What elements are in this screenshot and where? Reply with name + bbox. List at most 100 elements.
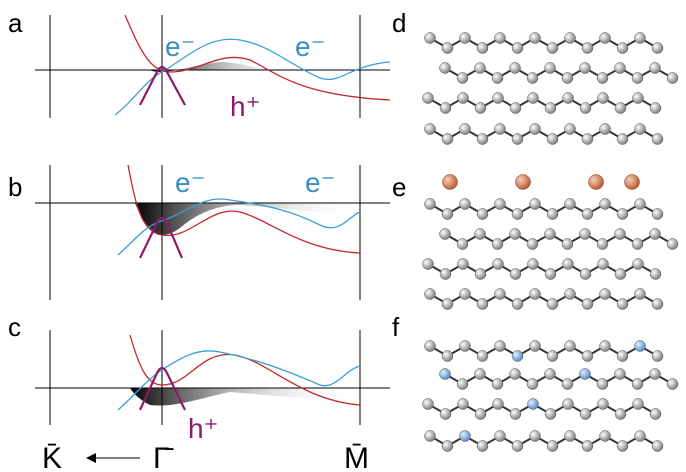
atom bbox=[634, 198, 646, 210]
atom bbox=[616, 133, 629, 145]
atom bbox=[616, 208, 629, 220]
atom bbox=[596, 72, 609, 84]
band-blue bbox=[117, 350, 361, 411]
electron-label: e⁻ bbox=[305, 167, 335, 198]
band-red bbox=[124, 14, 391, 101]
atom bbox=[562, 398, 574, 410]
atom bbox=[616, 350, 629, 362]
atom bbox=[546, 440, 559, 452]
atom bbox=[579, 368, 591, 380]
atom bbox=[599, 32, 611, 44]
atom bbox=[597, 398, 609, 410]
atom bbox=[564, 340, 576, 352]
atom bbox=[529, 32, 541, 44]
panel-label: f bbox=[392, 312, 400, 342]
atom bbox=[599, 430, 611, 442]
k-point-label: K̄ bbox=[42, 442, 62, 472]
atom bbox=[474, 102, 487, 114]
atom bbox=[632, 398, 644, 410]
atom bbox=[596, 238, 609, 250]
atom bbox=[509, 228, 521, 240]
atom bbox=[459, 430, 471, 442]
occupied-shade bbox=[150, 62, 300, 74]
atom bbox=[562, 258, 574, 270]
atom bbox=[511, 350, 524, 362]
atom bbox=[599, 198, 611, 210]
atom bbox=[494, 198, 506, 210]
band-purple bbox=[139, 366, 186, 411]
occupied-shade bbox=[130, 388, 350, 406]
atom bbox=[439, 368, 451, 380]
atom bbox=[476, 440, 489, 452]
atom bbox=[424, 198, 436, 210]
atom bbox=[614, 228, 626, 240]
atom bbox=[631, 238, 644, 250]
atom bbox=[651, 298, 664, 310]
atom bbox=[649, 268, 662, 280]
atom bbox=[544, 62, 556, 74]
atom bbox=[544, 408, 557, 420]
atom bbox=[491, 238, 504, 250]
band-panel-c bbox=[35, 330, 390, 425]
atom bbox=[544, 228, 556, 240]
atom bbox=[509, 368, 521, 380]
atom bbox=[614, 268, 627, 280]
atom bbox=[614, 368, 626, 380]
atom bbox=[564, 32, 576, 44]
atom bbox=[529, 123, 541, 135]
atom bbox=[651, 208, 664, 220]
band-purple bbox=[139, 216, 184, 259]
m-point-label: M̄ bbox=[344, 442, 369, 472]
atom bbox=[422, 92, 434, 104]
atom bbox=[634, 123, 646, 135]
atom bbox=[666, 378, 679, 390]
atom bbox=[564, 430, 576, 442]
atom bbox=[509, 408, 522, 420]
atom bbox=[562, 92, 574, 104]
atom bbox=[649, 102, 662, 114]
atom bbox=[546, 208, 559, 220]
atom bbox=[527, 92, 539, 104]
atom bbox=[476, 350, 489, 362]
atom bbox=[616, 440, 629, 452]
atom bbox=[459, 198, 471, 210]
atom bbox=[631, 72, 644, 84]
atom bbox=[651, 42, 664, 54]
atom bbox=[649, 368, 661, 380]
atom bbox=[581, 133, 594, 145]
atom bbox=[474, 228, 486, 240]
atom bbox=[511, 208, 524, 220]
atom bbox=[632, 92, 644, 104]
atom bbox=[511, 298, 524, 310]
atom bbox=[491, 378, 504, 390]
atom bbox=[581, 440, 594, 452]
atom bbox=[581, 350, 594, 362]
atom bbox=[476, 42, 489, 54]
atom bbox=[597, 258, 609, 270]
atom bbox=[561, 238, 574, 250]
atom bbox=[649, 408, 662, 420]
atom bbox=[527, 398, 539, 410]
occupied-shade bbox=[135, 203, 360, 235]
atom bbox=[459, 123, 471, 135]
atom bbox=[614, 102, 627, 114]
atom bbox=[476, 133, 489, 145]
band-blue bbox=[117, 198, 361, 256]
atom bbox=[441, 208, 454, 220]
electron-label: e⁻ bbox=[175, 167, 205, 198]
atom bbox=[561, 378, 574, 390]
atom bbox=[526, 378, 539, 390]
panel-label: a bbox=[8, 8, 23, 38]
atom bbox=[441, 350, 454, 362]
atom bbox=[599, 340, 611, 352]
band-red bbox=[127, 164, 361, 254]
atom bbox=[564, 288, 576, 300]
atom bbox=[457, 398, 469, 410]
atom bbox=[597, 92, 609, 104]
atom bbox=[476, 298, 489, 310]
atom bbox=[544, 268, 557, 280]
atom bbox=[492, 258, 504, 270]
panel-label: c bbox=[8, 312, 21, 342]
atom bbox=[492, 398, 504, 410]
